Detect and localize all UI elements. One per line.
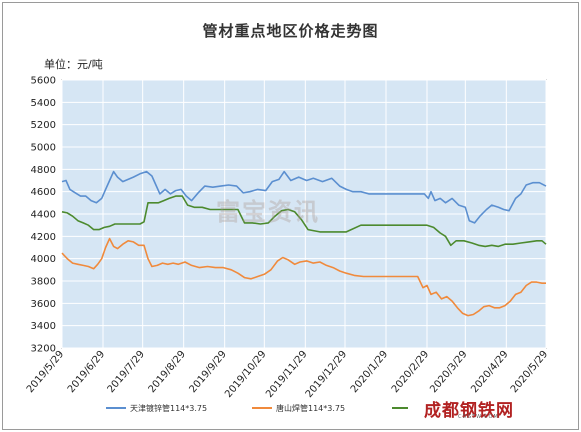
x-tick-label: 2019/9/29 [188,349,229,395]
y-tick-label: 5400 [31,98,56,109]
logo-url: CDGTW.COM [458,414,499,420]
y-tick-label: 4600 [31,187,56,198]
y-tick-label: 3400 [31,321,56,332]
watermark-text: 富宝资讯 [216,198,320,226]
x-tick-label: 2020/4/29 [469,349,510,395]
series-line-2 [61,237,546,317]
y-tick-label: 4800 [31,165,56,176]
y-tick-label: 4200 [31,232,56,243]
y-tick-label: 4000 [31,254,56,265]
logo-text: 成都钢铁网 [424,401,514,421]
y-tick-label: 3800 [31,277,56,288]
x-tick-label: 2019/8/29 [147,349,188,395]
unit-label: 单位：元/吨 [44,58,103,71]
y-tick-label: 3200 [31,344,56,355]
x-tick-label: 2019/6/29 [66,349,107,395]
x-tick-label: 2020/3/29 [428,349,469,395]
series-line-1 [61,170,547,224]
x-tick-label: 2019/5/29 [25,349,66,395]
y-tick-label: 4400 [31,210,56,221]
y-tick-label: 5000 [31,143,56,154]
x-tick-label: 2019/12/29 [304,349,349,400]
series-line-3 [61,195,547,248]
legend-label: 天津镀锌管114*3.75 [130,403,207,413]
grid [61,79,547,349]
y-tick-label: 5600 [31,76,56,87]
y-tick-label: 5200 [31,120,56,131]
y-tick-label: 3600 [31,299,56,310]
x-tick-label: 2019/10/29 [223,349,268,400]
series-lines [61,170,547,317]
x-tick-label: 2020/2/29 [390,349,431,395]
x-tick-label: 2019/11/29 [264,349,309,400]
chart-title: 管材重点地区价格走势图 [202,22,379,40]
legend-label: 唐山焊管114*3.75 [276,403,345,413]
x-tick-label: 2020/5/29 [509,349,550,395]
x-tick-label: 2020/1/29 [349,349,390,395]
x-tick-label: 2019/7/29 [106,349,147,395]
site-logo: 成都钢铁网 CDGTW.COM [408,395,568,421]
y-axis: 3200 3400 3600 3800 4000 4200 4400 4600 4800 5000… [31,76,56,355]
